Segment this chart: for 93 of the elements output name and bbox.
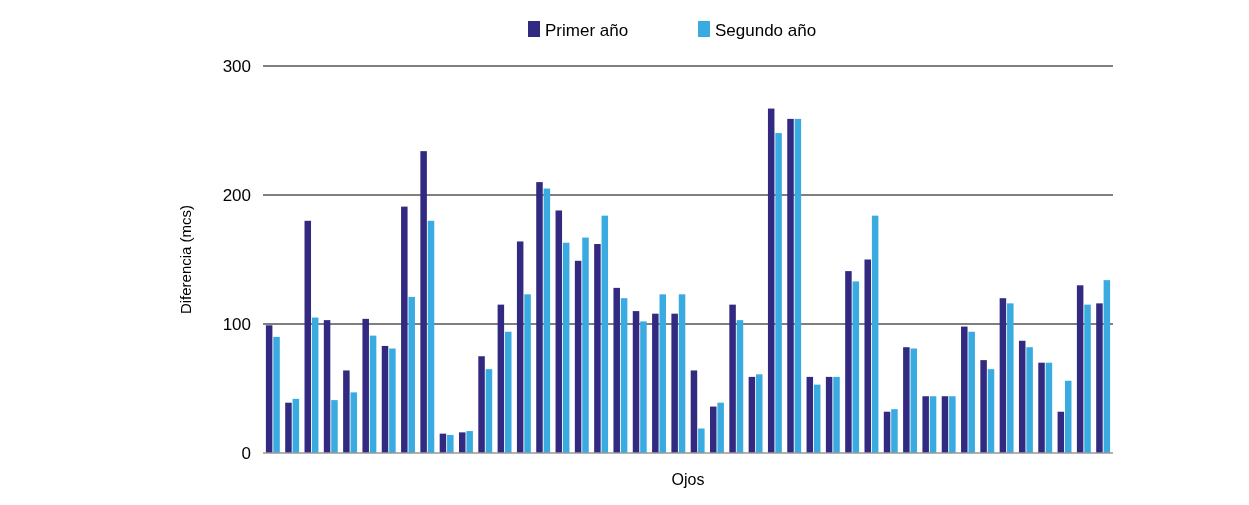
bar: [910, 348, 918, 453]
bar: [806, 376, 814, 453]
bar: [466, 431, 473, 453]
bar: [813, 384, 821, 453]
bar: [1007, 303, 1014, 453]
bar: [1096, 303, 1103, 453]
bar: [659, 294, 666, 453]
bar: [794, 118, 802, 453]
bar: [980, 360, 987, 453]
bar: [891, 409, 898, 453]
bar: [922, 396, 929, 453]
bar: [671, 313, 678, 453]
bar: [748, 376, 756, 453]
bar: [582, 237, 589, 453]
bar: [562, 242, 570, 453]
bar: [516, 241, 524, 453]
bar: [903, 347, 910, 453]
bar: [632, 311, 640, 453]
bar: [389, 348, 396, 453]
bar: [941, 396, 949, 453]
bar: [613, 287, 620, 453]
bar: [678, 294, 686, 453]
legend-label: Primer año: [545, 20, 629, 40]
bar: [825, 376, 833, 453]
bar: [949, 396, 956, 453]
bar: [420, 151, 427, 453]
bar: [736, 320, 744, 453]
bar: [1084, 304, 1091, 453]
bar: [1038, 362, 1045, 453]
y-tick-label: 300: [222, 56, 251, 76]
bar: [710, 406, 717, 453]
bar: [555, 210, 563, 453]
bar: [652, 313, 659, 453]
bar: [574, 260, 582, 453]
bar: [505, 331, 512, 453]
bar: [285, 402, 292, 453]
bar: [304, 220, 312, 453]
bar: [408, 296, 415, 453]
bar: [485, 369, 493, 453]
bar: [343, 370, 350, 453]
bar: [640, 321, 647, 453]
bar: [594, 244, 601, 453]
bar: [961, 326, 968, 453]
bar: [845, 271, 852, 453]
bar: [864, 259, 871, 453]
bar: [447, 434, 454, 453]
bar: [311, 317, 319, 453]
bar: [1045, 362, 1053, 453]
bar: [524, 294, 531, 453]
bar: [1076, 285, 1084, 453]
bar: [350, 392, 358, 453]
y-tick-label: 100: [222, 314, 251, 334]
bar: [601, 215, 609, 453]
y-axis-title: Diferencia (mcs): [177, 204, 194, 315]
bar: [323, 320, 331, 453]
bar: [1103, 280, 1111, 453]
bar: [1018, 340, 1026, 453]
bar: [401, 206, 408, 453]
y-tick-label: 200: [222, 185, 251, 205]
bar: [767, 108, 775, 453]
bar: [369, 335, 377, 453]
x-axis-title: Ojos: [671, 471, 705, 488]
bar: [265, 325, 273, 453]
bar: [729, 304, 736, 453]
bar: [497, 304, 505, 453]
bar: [478, 356, 485, 453]
bar: [427, 220, 435, 453]
bar: [852, 281, 860, 453]
bar: [929, 396, 937, 453]
legend-label: Segundo año: [715, 20, 817, 40]
bar: [987, 369, 995, 453]
bar: [1064, 380, 1072, 453]
bar: [620, 298, 628, 453]
bar: [968, 331, 975, 453]
bar: [698, 428, 705, 453]
bar: [690, 370, 698, 453]
bar: [871, 215, 879, 453]
y-tick-label: 0: [241, 443, 251, 463]
bar: [362, 318, 369, 453]
bar: [331, 400, 338, 453]
bar: [756, 374, 763, 453]
bar: [717, 402, 724, 453]
bar: [999, 298, 1007, 453]
bar: [536, 182, 543, 453]
bar: [458, 432, 466, 453]
bar: [381, 345, 389, 453]
bar: [833, 376, 840, 453]
bar: [273, 336, 280, 453]
bar: [787, 118, 794, 453]
bar: [292, 398, 300, 453]
bar: [543, 188, 551, 453]
bar: [775, 133, 782, 453]
bar: [1026, 347, 1033, 453]
